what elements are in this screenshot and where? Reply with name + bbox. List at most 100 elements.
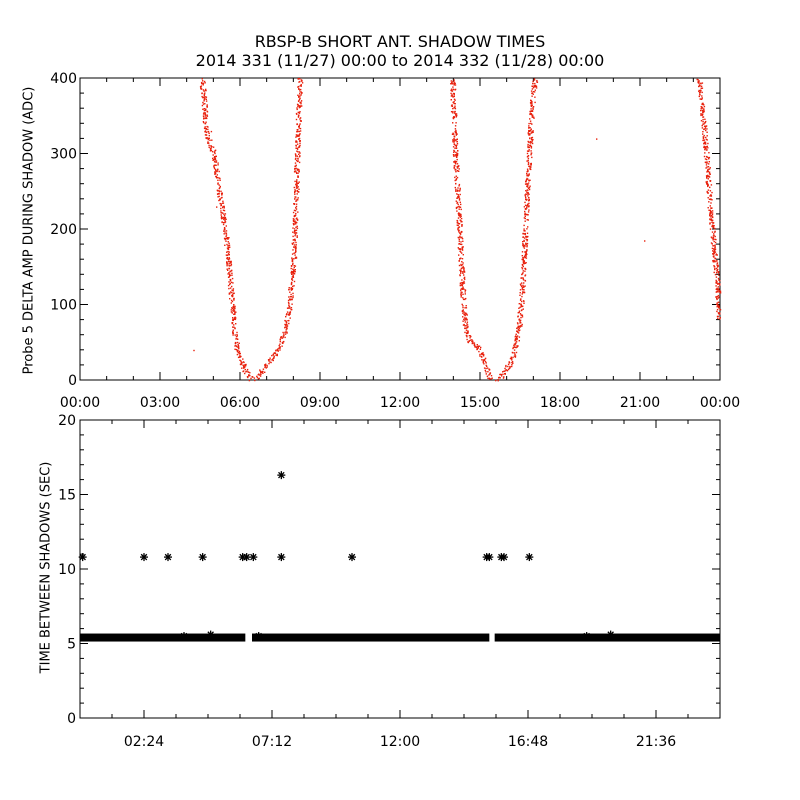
- data-point: [717, 301, 720, 304]
- data-point: [283, 333, 285, 335]
- data-point: [482, 360, 484, 363]
- data-point: [298, 161, 301, 164]
- data-point: [292, 276, 295, 278]
- data-point: [222, 205, 224, 208]
- data-point: [458, 195, 460, 197]
- data-point: [256, 375, 258, 378]
- data-point: [273, 352, 275, 354]
- data-point: [528, 130, 531, 133]
- data-point: [460, 215, 462, 217]
- data-point: [524, 204, 527, 206]
- data-point: [512, 346, 515, 349]
- data-point: [701, 127, 704, 129]
- data-point: [223, 215, 226, 217]
- data-point: [453, 112, 456, 114]
- data-point: [702, 118, 704, 121]
- data-point: [701, 106, 703, 109]
- data-point: [202, 103, 205, 105]
- data-point: [293, 230, 296, 233]
- data-point: [522, 278, 524, 280]
- data-point: [293, 232, 296, 234]
- data-point: [214, 160, 216, 163]
- data-point: [713, 255, 715, 257]
- data-point: [468, 340, 470, 342]
- data-point: [233, 324, 235, 326]
- data-point: [710, 242, 713, 244]
- data-point: [522, 277, 524, 279]
- data-point: [525, 255, 527, 257]
- data-point: [713, 266, 716, 268]
- data-point: [715, 291, 717, 293]
- data-point: [232, 295, 234, 297]
- data-point: [288, 289, 290, 291]
- data-point: [531, 103, 533, 105]
- data-point: [225, 234, 228, 236]
- data-point: [523, 260, 525, 262]
- data-point: [453, 101, 455, 103]
- data-point: [236, 350, 239, 353]
- data-point: [294, 220, 296, 222]
- data-point: [288, 296, 290, 298]
- data-point: [454, 107, 457, 110]
- data-point: [295, 200, 297, 202]
- data-point: [499, 377, 501, 379]
- data-point: [704, 118, 706, 120]
- data-point: [527, 226, 529, 228]
- data-point: [708, 209, 710, 211]
- data-point: [527, 193, 529, 195]
- data-point: [464, 314, 466, 316]
- data-point: [199, 86, 202, 88]
- top-x-tick-label: 06:00: [220, 395, 260, 411]
- data-point: [459, 284, 462, 287]
- data-point: [297, 115, 300, 117]
- data-point: [202, 84, 204, 86]
- data-point: [709, 219, 711, 221]
- data-point: [458, 190, 461, 192]
- data-point: [295, 185, 298, 188]
- data-point: [706, 145, 708, 148]
- data-point: [295, 159, 298, 162]
- data-point: [240, 360, 242, 362]
- data-point: [710, 202, 712, 204]
- asterisk-point: [500, 553, 508, 562]
- data-point: [712, 239, 714, 241]
- data-point: [248, 379, 251, 382]
- data-point: [484, 358, 486, 361]
- data-point: [521, 258, 523, 261]
- data-point: [286, 307, 289, 309]
- data-point: [251, 376, 253, 378]
- data-point: [227, 247, 230, 249]
- data-point: [530, 146, 533, 148]
- data-point: [203, 127, 206, 129]
- top-x-tick-label: 03:00: [140, 395, 180, 411]
- data-point: [710, 194, 712, 196]
- asterisk-point: [164, 553, 172, 562]
- asterisk-point: [606, 630, 615, 639]
- data-point: [293, 239, 295, 241]
- data-point: [202, 80, 204, 82]
- data-point: [236, 349, 238, 351]
- data-point: [529, 137, 531, 139]
- data-point: [702, 116, 705, 118]
- data-point: [294, 238, 296, 240]
- data-point: [292, 268, 294, 270]
- data-point: [232, 334, 234, 336]
- data-point: [457, 236, 459, 239]
- data-point: [525, 262, 527, 264]
- data-point: [259, 374, 261, 376]
- data-point: [456, 115, 458, 117]
- data-point: [290, 298, 292, 300]
- data-point: [528, 134, 530, 136]
- data-point: [517, 332, 520, 334]
- data-point: [275, 349, 277, 351]
- data-point: [512, 352, 514, 354]
- data-point: [701, 95, 703, 97]
- data-point: [202, 108, 204, 110]
- data-point: [296, 148, 299, 150]
- data-point: [204, 89, 207, 92]
- data-point: [717, 277, 720, 280]
- data-point: [298, 96, 300, 98]
- data-point: [450, 88, 453, 90]
- data-point: [204, 126, 206, 128]
- data-point: [502, 377, 505, 379]
